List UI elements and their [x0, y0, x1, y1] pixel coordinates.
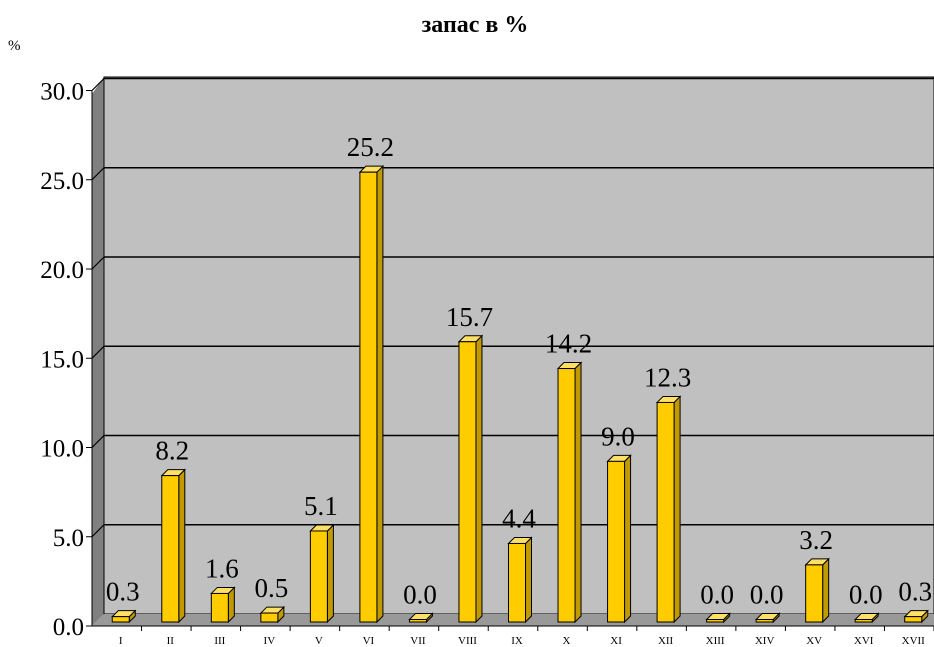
bar [457, 334, 484, 624]
x-axis: I II III IV V VI VII VIII IX X XI XII XIII XIV XV XVI XV… [92, 625, 934, 647]
x-tick-label: XIV [755, 635, 775, 647]
bar [853, 612, 880, 624]
gridline-diagonal [91, 78, 105, 91]
chart-title: запас в % [422, 12, 529, 38]
bar [259, 605, 286, 624]
x-tick-label: XVII [902, 635, 926, 647]
data-label: 15.7 [446, 302, 493, 332]
bar-side [574, 361, 582, 624]
bar-side [326, 523, 334, 624]
data-label: 0.0 [700, 580, 734, 610]
bar-front [854, 619, 873, 623]
bar-front [309, 530, 328, 623]
bar [705, 612, 731, 624]
bar-front [904, 616, 923, 623]
data-label: 0.5 [254, 573, 288, 603]
bar-front [508, 542, 526, 623]
bar-front [805, 564, 824, 623]
x-tick-label: XI [610, 635, 622, 647]
bar [754, 612, 781, 624]
gridline-diagonal [91, 167, 105, 181]
x-tick-label: VII [410, 635, 426, 647]
bar-side [673, 395, 681, 624]
bar-side [525, 536, 532, 624]
bar [210, 586, 236, 624]
x-tick-label: II [167, 635, 175, 647]
data-label: 1.6 [205, 553, 239, 583]
y-axis-unit: % [8, 38, 21, 54]
x-tick-label: X [563, 635, 571, 647]
x-tick-label: IX [511, 635, 523, 647]
gridline-diagonal [91, 345, 105, 359]
bar-front [408, 619, 427, 623]
bar-side [178, 468, 186, 624]
bar [655, 395, 682, 624]
data-label: 0.3 [898, 577, 932, 607]
bar-front [359, 171, 378, 623]
y-tick-label: 30.0 [40, 79, 84, 106]
bar [606, 454, 632, 624]
bar-front [210, 592, 229, 623]
gridlines [91, 77, 934, 538]
y-tick-label: 20.0 [40, 257, 84, 284]
data-label: 0.0 [750, 580, 784, 610]
bars [111, 164, 929, 624]
data-label: 12.3 [644, 362, 691, 392]
y-tick-label: 25.0 [40, 168, 84, 195]
data-label: 0.0 [849, 580, 883, 610]
bar-front [161, 475, 180, 623]
x-tick-label: VI [363, 635, 375, 647]
bar-front [755, 619, 774, 623]
y-tick-label: 10.0 [40, 436, 84, 463]
bar [408, 612, 434, 624]
x-tick-label: XIII [706, 635, 725, 647]
bar-front [260, 612, 279, 623]
gridline-diagonal [91, 256, 105, 270]
gridline-diagonal [91, 435, 105, 448]
x-tick-label: V [315, 635, 323, 647]
x-tick-label: XII [658, 635, 674, 647]
data-label: 3.2 [799, 525, 833, 555]
x-tick-label: VIII [458, 635, 477, 647]
bar [111, 609, 137, 624]
bar-side [376, 164, 384, 624]
bar [358, 164, 385, 624]
data-label: 8.2 [155, 436, 189, 466]
y-tick-label: 0.0 [53, 614, 84, 641]
bar [309, 523, 335, 624]
bar [507, 536, 533, 624]
data-label: 4.4 [502, 503, 536, 533]
bar [556, 361, 583, 624]
bar-side [475, 334, 483, 624]
data-label: 0.0 [403, 580, 437, 610]
bar-front [111, 616, 130, 623]
bar [903, 609, 929, 624]
bar-front [557, 368, 576, 623]
bar-side [624, 454, 632, 624]
bar [160, 468, 187, 624]
data-label: 0.3 [106, 577, 140, 607]
y-axis: 0.0 5.0 10.0 15.0 20.0 25.0 30.0 [40, 79, 93, 641]
bar-front [458, 341, 477, 623]
data-label: 9.0 [601, 421, 635, 451]
data-labels: 0.3 8.2 1.6 0.5 5.1 25.2 0.0 15.7 4.4 14.2 9.0 12.3… [106, 132, 932, 609]
bar-side [822, 557, 830, 624]
bar [804, 557, 830, 624]
bar-front [656, 401, 675, 623]
data-label: 14.2 [545, 329, 592, 359]
y-tick-label: 15.0 [40, 346, 84, 373]
data-label: 25.2 [347, 132, 394, 162]
x-tick-label: I [119, 635, 123, 647]
data-label: 5.1 [304, 491, 338, 521]
x-tick-label: XVI [854, 635, 874, 647]
x-tick-label: XV [806, 635, 822, 647]
bar-front [607, 460, 626, 623]
x-tick-label: III [214, 635, 225, 647]
y-tick-label: 5.0 [53, 525, 84, 552]
gridline-diagonal [91, 524, 105, 538]
x-tick-label: IV [264, 635, 276, 647]
bar-front [706, 619, 725, 623]
